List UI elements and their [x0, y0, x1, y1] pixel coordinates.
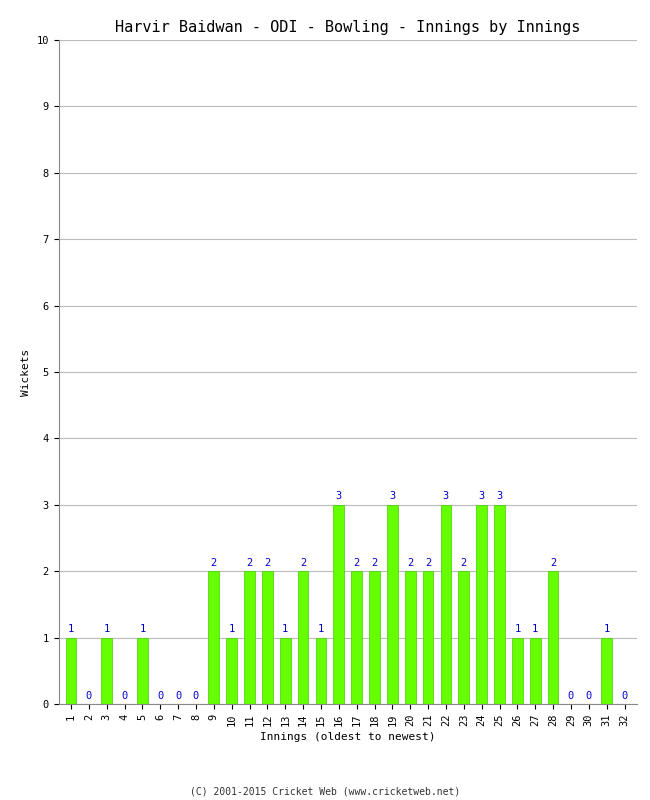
Bar [262, 571, 273, 704]
Title: Harvir Baidwan - ODI - Bowling - Innings by Innings: Harvir Baidwan - ODI - Bowling - Innings… [115, 20, 580, 34]
X-axis label: Innings (oldest to newest): Innings (oldest to newest) [260, 732, 436, 742]
Text: 1: 1 [514, 624, 521, 634]
Text: 0: 0 [86, 690, 92, 701]
Bar [476, 505, 487, 704]
Bar [369, 571, 380, 704]
Text: 2: 2 [461, 558, 467, 568]
Text: 1: 1 [68, 624, 74, 634]
Bar [458, 571, 469, 704]
Text: (C) 2001-2015 Cricket Web (www.cricketweb.net): (C) 2001-2015 Cricket Web (www.cricketwe… [190, 786, 460, 796]
Text: 1: 1 [318, 624, 324, 634]
Text: 2: 2 [407, 558, 413, 568]
Bar [333, 505, 344, 704]
Bar [548, 571, 558, 704]
Text: 0: 0 [175, 690, 181, 701]
Text: 2: 2 [371, 558, 378, 568]
Bar [601, 638, 612, 704]
Text: 2: 2 [246, 558, 253, 568]
Bar [387, 505, 398, 704]
Bar [422, 571, 434, 704]
Bar [316, 638, 326, 704]
Text: 1: 1 [532, 624, 538, 634]
Text: 2: 2 [550, 558, 556, 568]
Bar [137, 638, 148, 704]
Y-axis label: Wickets: Wickets [21, 348, 31, 396]
Text: 2: 2 [211, 558, 217, 568]
Text: 3: 3 [335, 491, 342, 502]
Bar [405, 571, 415, 704]
Text: 3: 3 [497, 491, 502, 502]
Bar [441, 505, 451, 704]
Text: 3: 3 [478, 491, 485, 502]
Bar [101, 638, 112, 704]
Text: 0: 0 [157, 690, 163, 701]
Bar [512, 638, 523, 704]
Text: 0: 0 [568, 690, 574, 701]
Bar [530, 638, 541, 704]
Bar [66, 638, 76, 704]
Text: 0: 0 [586, 690, 592, 701]
Text: 2: 2 [265, 558, 270, 568]
Text: 3: 3 [389, 491, 395, 502]
Text: 1: 1 [139, 624, 146, 634]
Text: 1: 1 [603, 624, 610, 634]
Bar [280, 638, 291, 704]
Text: 2: 2 [425, 558, 431, 568]
Text: 0: 0 [621, 690, 628, 701]
Text: 1: 1 [103, 624, 110, 634]
Bar [351, 571, 362, 704]
Text: 1: 1 [282, 624, 289, 634]
Bar [494, 505, 505, 704]
Bar [244, 571, 255, 704]
Text: 0: 0 [193, 690, 199, 701]
Text: 2: 2 [300, 558, 306, 568]
Bar [226, 638, 237, 704]
Bar [298, 571, 309, 704]
Bar [209, 571, 219, 704]
Text: 3: 3 [443, 491, 449, 502]
Text: 2: 2 [354, 558, 360, 568]
Text: 0: 0 [122, 690, 127, 701]
Text: 1: 1 [229, 624, 235, 634]
